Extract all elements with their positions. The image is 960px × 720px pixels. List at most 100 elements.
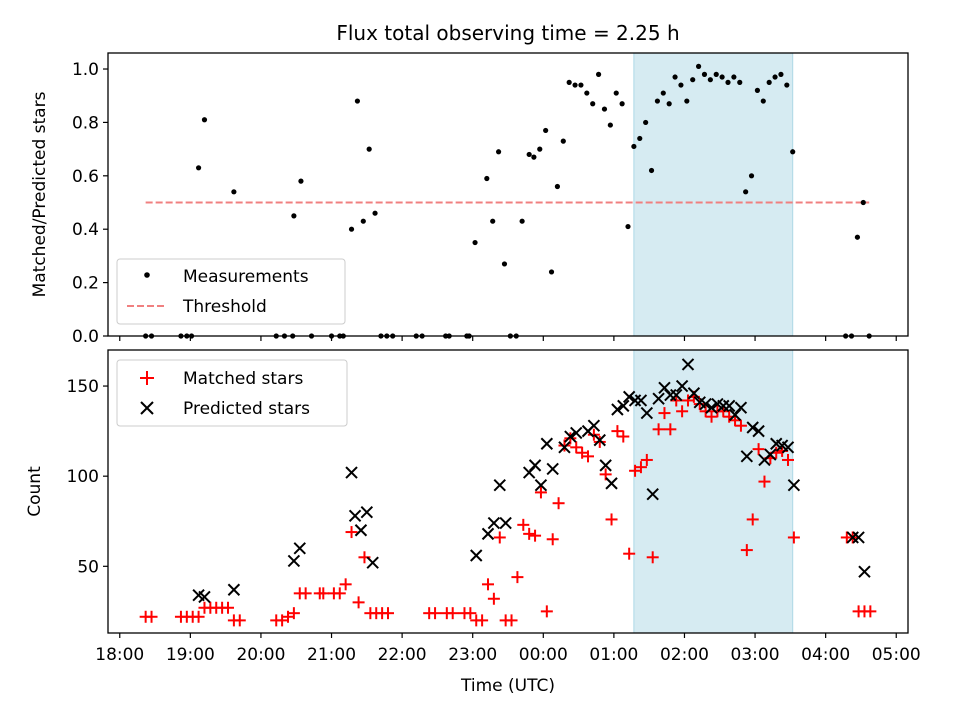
matched-star-point xyxy=(487,592,500,605)
measurement-point xyxy=(231,189,237,195)
measurement-point xyxy=(643,119,649,126)
matched-star-point xyxy=(582,450,594,463)
predicted-star-point xyxy=(366,556,379,569)
predicted-star-point-b xyxy=(675,379,689,393)
predicted-star-point-b xyxy=(664,388,677,402)
predicted-star-point xyxy=(293,542,306,555)
predicted-star-point-b xyxy=(658,381,671,395)
x-tick-label: 22:00 xyxy=(378,645,427,665)
measurement-point xyxy=(654,98,661,104)
predicted-star-point xyxy=(664,388,677,402)
x-tick-label: 23:00 xyxy=(448,645,497,665)
measurement-point xyxy=(354,98,361,104)
predicted-star-point-b xyxy=(611,403,624,416)
matched-stars-legend-marker xyxy=(140,371,154,385)
x-tick-label: 04:00 xyxy=(801,645,850,665)
x-tick-label: 00:00 xyxy=(519,645,568,665)
matched-star-point xyxy=(523,527,536,540)
predicted-star-point xyxy=(528,459,542,472)
predicted-star-point xyxy=(345,466,358,479)
measurement-point xyxy=(660,90,666,96)
predicted-star-point-b xyxy=(699,397,712,411)
matched-star-point xyxy=(446,607,459,620)
predicted-star-point xyxy=(470,549,483,562)
predicted-star-point-b xyxy=(746,421,759,434)
measurement-point xyxy=(578,82,584,88)
matched-star-point xyxy=(482,578,494,591)
predicted-star-point-b xyxy=(652,392,665,405)
measurement-point xyxy=(748,173,755,179)
measurement-point xyxy=(743,189,749,195)
measurement-point xyxy=(778,71,784,77)
predicted-star-point-b xyxy=(775,439,789,452)
predicted-star-point-b xyxy=(681,358,695,371)
predicted-star-point xyxy=(499,516,512,530)
predicted-star-point-b xyxy=(617,399,630,413)
predicted-star-point xyxy=(764,448,777,461)
matched-star-point xyxy=(511,571,524,584)
predicted-star-point xyxy=(487,516,501,530)
predicted-star-point xyxy=(640,406,654,420)
predicted-star-point-b xyxy=(345,466,358,479)
predicted-star-point-b xyxy=(227,583,241,596)
predicted-star-point-b xyxy=(634,394,648,407)
predicted-star-point xyxy=(717,399,730,413)
measurement-point xyxy=(560,138,566,144)
predicted-star-point-b xyxy=(693,396,706,409)
matched-star-point xyxy=(493,531,506,544)
measurement-point xyxy=(291,213,297,219)
predicted-star-point-b xyxy=(670,388,683,402)
predicted-star-point-b xyxy=(722,399,736,413)
predicted-star-point xyxy=(670,388,683,402)
measurement-point xyxy=(772,74,778,80)
bottom-shaded-span xyxy=(633,349,794,634)
measurement-point xyxy=(854,234,861,240)
predicted-star-point-b xyxy=(711,397,724,411)
matched-star-point xyxy=(587,428,600,441)
matched-star-point xyxy=(192,610,205,623)
predicted-star-point-b xyxy=(287,554,301,568)
matched-star-point xyxy=(664,423,677,436)
predicted-star-point-b xyxy=(852,531,865,544)
predicted-star-point xyxy=(354,524,368,537)
x-tick-label: 19:00 xyxy=(166,645,215,665)
predicted-star-point xyxy=(752,424,765,438)
x-axis-label: Time (UTC) xyxy=(460,676,555,696)
predicted-stars-series xyxy=(192,358,871,604)
predicted-star-point-b xyxy=(770,437,783,450)
predicted-star-point-b xyxy=(360,506,374,519)
predicted-star-point xyxy=(622,390,636,404)
predicted-star-point xyxy=(634,394,648,407)
predicted-star-point-b xyxy=(846,531,859,544)
matched-star-point xyxy=(233,614,246,627)
measurements-legend-label: Measurements xyxy=(183,267,309,287)
bottom-y-axis-ticks: 50 100 150 xyxy=(67,377,108,577)
predicted-star-point xyxy=(722,399,736,413)
predicted-star-point-b xyxy=(781,441,795,454)
measurement-point xyxy=(601,106,608,112)
predicted-star-point-b xyxy=(787,478,801,492)
top-plot-frame xyxy=(107,52,909,337)
measurement-point xyxy=(607,122,613,128)
predicted-star-point-b xyxy=(366,556,379,569)
predicted-star-point-b xyxy=(628,394,642,407)
measurement-point xyxy=(619,101,625,107)
predicted-star-point xyxy=(699,397,712,411)
bottom-legend-box xyxy=(116,359,348,427)
predicted-star-point xyxy=(687,387,701,400)
measurement-point xyxy=(372,210,378,216)
top-shaded-span xyxy=(633,52,794,337)
top-y-axis-ticks: 0.0 0.2 0.4 0.6 0.8 1.0 xyxy=(72,60,108,347)
measurement-point xyxy=(366,146,372,152)
predicted-star-point xyxy=(534,478,548,492)
matched-star-point xyxy=(540,605,553,618)
predicted-star-point xyxy=(587,419,601,432)
measurement-point xyxy=(684,98,690,104)
x-tick-label: 21:00 xyxy=(307,645,356,665)
predicted-star-point-b xyxy=(599,459,612,472)
matched-star-point xyxy=(339,578,352,591)
bottom-legend: Matched stars Predicted stars xyxy=(116,359,348,427)
predicted-star-point xyxy=(493,478,506,492)
predicted-star-point xyxy=(675,379,689,393)
